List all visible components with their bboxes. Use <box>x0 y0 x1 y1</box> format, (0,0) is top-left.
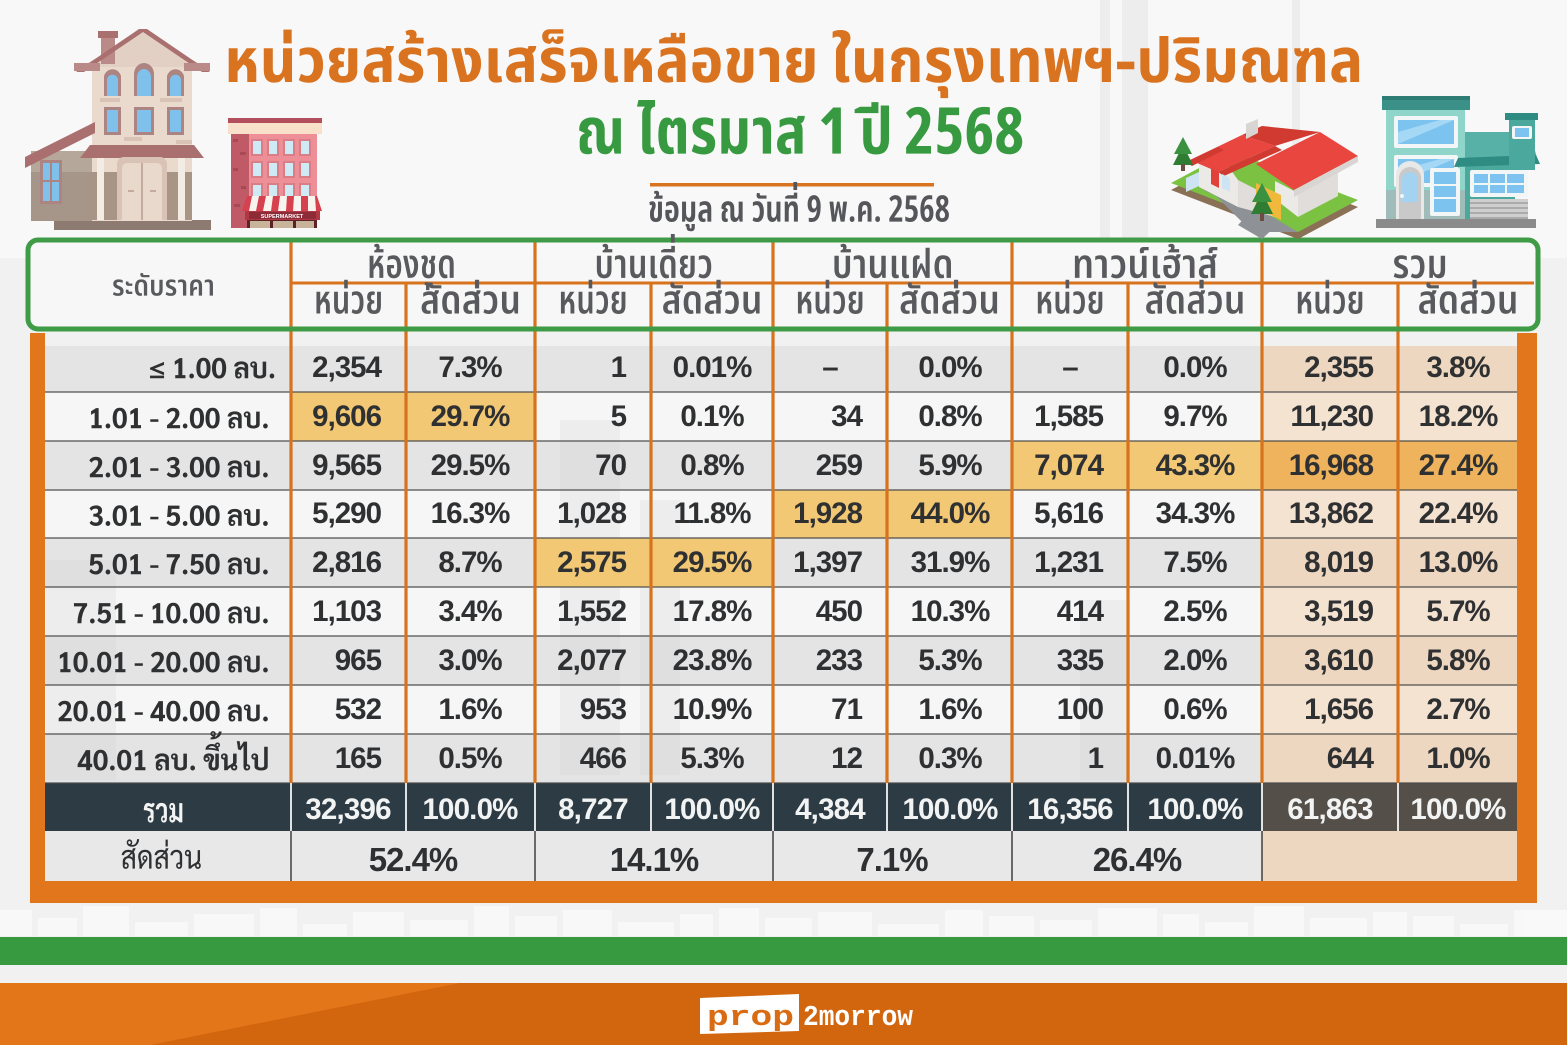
svg-text:SUPERMARKET: SUPERMARKET <box>261 214 304 220</box>
svg-text:prop: prop <box>707 1001 794 1034</box>
svg-text:2morrow: 2morrow <box>803 1001 914 1034</box>
